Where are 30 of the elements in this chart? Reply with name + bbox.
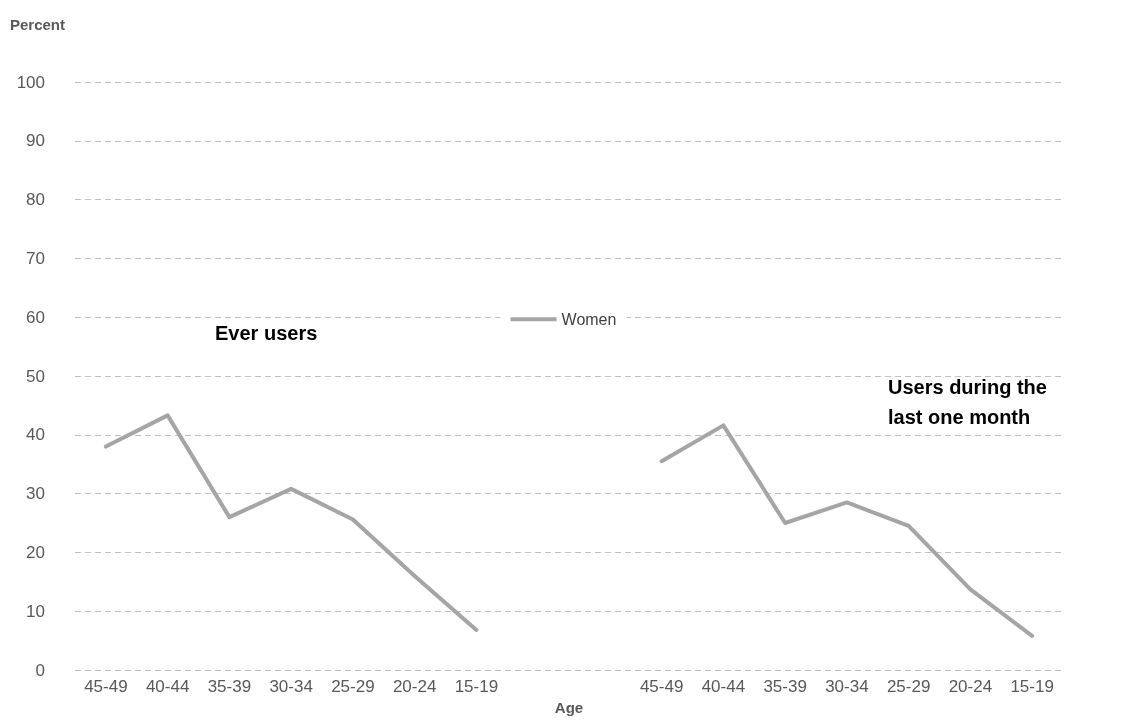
y-tick-label: 50 — [26, 366, 45, 386]
x-tick-label: 35-39 — [763, 677, 807, 696]
y-tick-label: 80 — [26, 190, 45, 210]
y-tick-label: 90 — [26, 131, 45, 151]
x-tick-label: 30-34 — [269, 677, 313, 696]
x-tick-label: 40-44 — [145, 677, 190, 696]
x-tick-label: 40-44 — [701, 677, 746, 696]
x-tick-label: 35-39 — [207, 677, 252, 696]
y-tick-label: 0 — [35, 660, 45, 680]
x-axis-title: Age — [554, 699, 584, 716]
x-tick-label: 25-29 — [886, 677, 931, 696]
y-tick-label: 10 — [26, 601, 45, 621]
y-tick-label: 40 — [26, 425, 45, 445]
x-tick-label: 45-49 — [639, 677, 684, 696]
x-tick-label: 15-19 — [454, 677, 499, 696]
x-tick-label: 25-29 — [331, 677, 375, 696]
y-axis-title: Percent — [10, 16, 66, 33]
annotation: Users during the last one month — [888, 376, 1047, 428]
x-tick-label: 20-24 — [948, 677, 993, 696]
y-tick-label: 20 — [26, 542, 45, 562]
y-tick-label: 100 — [16, 72, 45, 92]
legend-label: Women — [561, 310, 617, 328]
x-tick-label: 20-24 — [392, 677, 437, 696]
x-tick-label: 30-34 — [825, 677, 869, 696]
y-tick-label: 30 — [26, 484, 45, 504]
y-tick-label: 70 — [26, 248, 45, 268]
x-tick-label: 45-49 — [84, 677, 128, 696]
y-tick-label: 60 — [26, 307, 45, 327]
x-tick-label: 15-19 — [1010, 677, 1054, 696]
annotation: Ever users — [215, 322, 318, 344]
